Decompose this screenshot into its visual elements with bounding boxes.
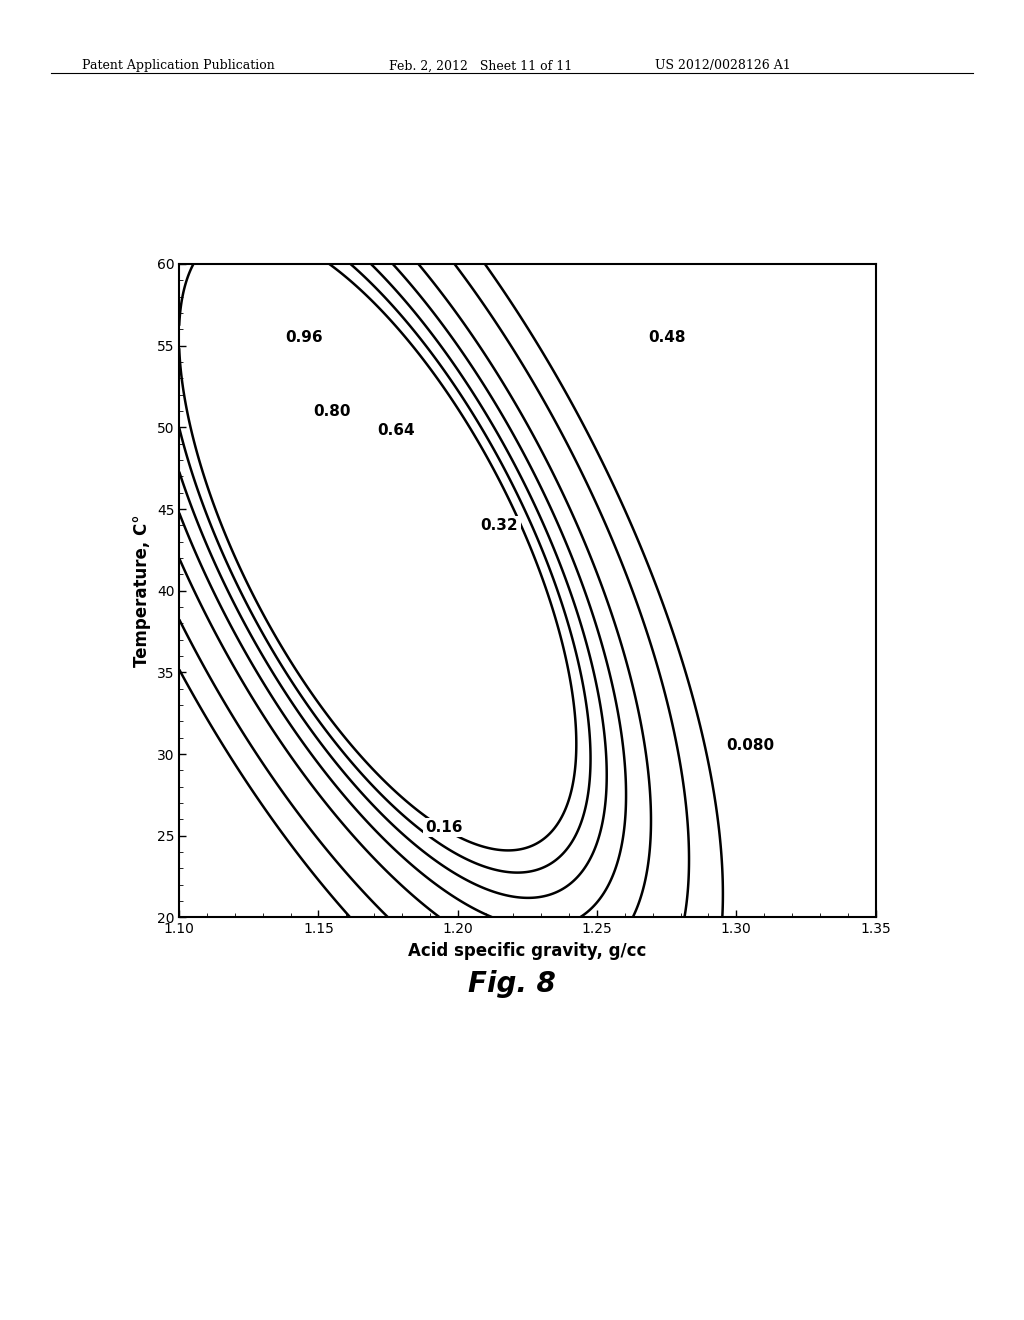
Text: 0.96: 0.96 <box>286 330 324 345</box>
Y-axis label: Temperature, C°: Temperature, C° <box>133 515 152 667</box>
Text: Patent Application Publication: Patent Application Publication <box>82 59 274 73</box>
Text: Feb. 2, 2012   Sheet 11 of 11: Feb. 2, 2012 Sheet 11 of 11 <box>389 59 572 73</box>
Text: 0.32: 0.32 <box>480 517 518 533</box>
Text: 0.16: 0.16 <box>425 820 463 836</box>
Text: 0.80: 0.80 <box>313 404 351 418</box>
X-axis label: Acid specific gravity, g/cc: Acid specific gravity, g/cc <box>409 941 646 960</box>
Text: 0.080: 0.080 <box>726 738 774 754</box>
Text: Fig. 8: Fig. 8 <box>468 970 556 998</box>
Text: 0.64: 0.64 <box>378 424 416 438</box>
Text: 0.48: 0.48 <box>648 330 685 345</box>
Text: US 2012/0028126 A1: US 2012/0028126 A1 <box>655 59 792 73</box>
